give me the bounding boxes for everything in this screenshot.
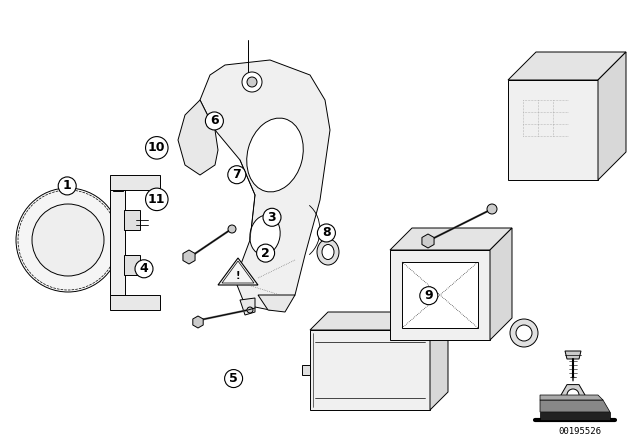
Text: 11: 11 <box>148 193 166 206</box>
Text: !: ! <box>236 271 240 281</box>
Polygon shape <box>183 250 195 264</box>
Text: 9: 9 <box>424 289 433 302</box>
Polygon shape <box>565 351 581 359</box>
Polygon shape <box>508 52 626 80</box>
Polygon shape <box>178 100 218 175</box>
Polygon shape <box>110 295 160 310</box>
Circle shape <box>247 77 257 87</box>
Ellipse shape <box>317 239 339 265</box>
Polygon shape <box>561 384 585 405</box>
Polygon shape <box>390 228 512 250</box>
Circle shape <box>510 319 538 347</box>
Polygon shape <box>200 60 330 310</box>
Ellipse shape <box>250 215 280 255</box>
Polygon shape <box>113 185 123 191</box>
Polygon shape <box>218 258 258 285</box>
Polygon shape <box>310 330 430 410</box>
Text: 5: 5 <box>229 372 238 385</box>
Text: 3: 3 <box>268 211 276 224</box>
Text: 2: 2 <box>261 246 270 260</box>
Text: 8: 8 <box>322 226 331 240</box>
Circle shape <box>516 325 532 341</box>
Circle shape <box>247 307 253 313</box>
Text: 00195526: 00195526 <box>559 427 602 436</box>
Circle shape <box>487 204 497 214</box>
Polygon shape <box>422 234 434 248</box>
Ellipse shape <box>246 118 303 192</box>
Polygon shape <box>193 316 203 328</box>
Circle shape <box>16 188 120 292</box>
Polygon shape <box>430 312 448 410</box>
Circle shape <box>32 204 104 276</box>
Circle shape <box>567 389 579 401</box>
Polygon shape <box>258 295 295 312</box>
Polygon shape <box>402 262 478 328</box>
Ellipse shape <box>322 245 334 259</box>
Polygon shape <box>310 312 448 330</box>
Polygon shape <box>390 250 490 340</box>
Polygon shape <box>598 52 626 180</box>
Text: 10: 10 <box>148 141 166 155</box>
Circle shape <box>242 72 262 92</box>
Polygon shape <box>124 210 140 230</box>
Polygon shape <box>540 400 610 412</box>
Circle shape <box>228 225 236 233</box>
Polygon shape <box>540 395 603 400</box>
Text: 6: 6 <box>210 114 219 128</box>
Polygon shape <box>110 190 125 295</box>
Polygon shape <box>240 298 255 315</box>
Polygon shape <box>302 365 310 375</box>
Polygon shape <box>113 295 123 301</box>
Text: 7: 7 <box>232 168 241 181</box>
Polygon shape <box>110 175 160 190</box>
Text: 1: 1 <box>63 179 72 193</box>
Polygon shape <box>490 228 512 340</box>
Polygon shape <box>124 255 140 275</box>
Polygon shape <box>508 80 598 180</box>
Polygon shape <box>540 412 610 420</box>
Text: 4: 4 <box>140 262 148 276</box>
